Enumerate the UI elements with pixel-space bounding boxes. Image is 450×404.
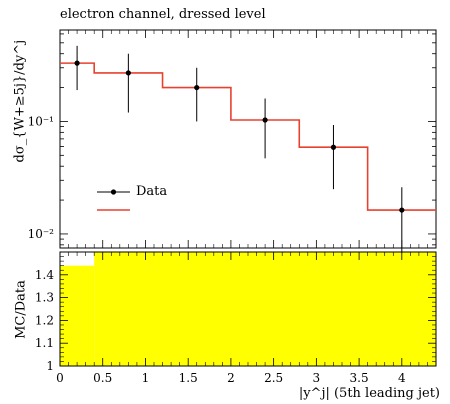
legend-data-marker [110, 189, 117, 195]
ratio-y-tick-label: 1.4 [35, 268, 54, 282]
ratio-y-tick-label: 1.1 [35, 336, 54, 350]
x-tick-label: 2 [227, 371, 235, 385]
mc-histogram-line [60, 62, 436, 211]
x-tick-label: 4 [398, 371, 406, 385]
ratio-band-segment [94, 252, 436, 366]
chart-title: electron channel, dressed level [60, 7, 266, 22]
ratio-y-tick-label: 1 [46, 359, 54, 373]
main-y-axis-label: dσ_{W+≥5j}/dy^j [12, 39, 28, 163]
ratio-y-tick-label: 1.3 [35, 291, 54, 305]
ratio-band-segment [60, 265, 95, 366]
data-point [330, 144, 337, 150]
x-tick-label: 1 [142, 371, 150, 385]
ratio-y-tick-label: 1.2 [35, 313, 54, 327]
main-y-tick-label: 10⁻² [28, 227, 55, 241]
x-tick-label: 2.5 [264, 371, 283, 385]
x-tick-label: 0.5 [93, 371, 112, 385]
x-tick-label: 0 [56, 371, 64, 385]
main-plot-frame [59, 29, 437, 249]
x-axis-label: |y^j| (5th leading jet) [298, 386, 440, 401]
data-point [194, 84, 200, 91]
data-point [399, 207, 405, 213]
x-tick-label: 3 [313, 371, 321, 385]
ratio-y-axis-label: MC/Data [13, 280, 29, 339]
x-tick-label: 1.5 [179, 371, 198, 385]
legend-data-label: Data [136, 184, 168, 199]
main-y-tick-label: 10⁻¹ [28, 114, 54, 128]
data-point [125, 70, 131, 76]
data-point [262, 117, 268, 123]
x-tick-label: 3.5 [350, 371, 369, 385]
data-point [74, 60, 80, 66]
